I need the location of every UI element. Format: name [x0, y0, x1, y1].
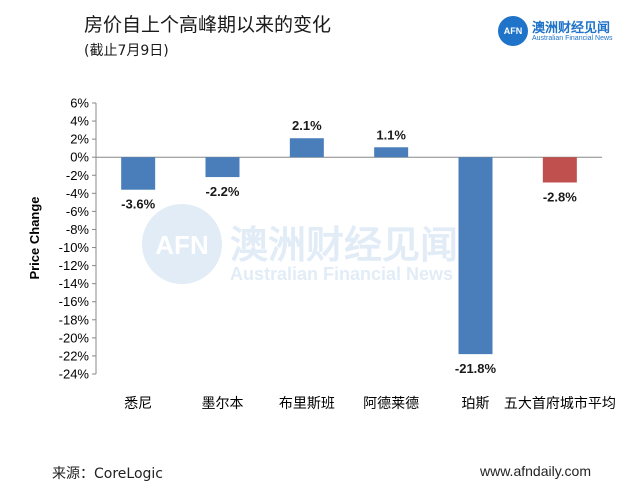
data-label: -2.2%	[206, 184, 240, 199]
x-tick-label: 布里斯班	[279, 396, 335, 412]
watermark-mark: AFN	[155, 230, 208, 260]
y-tick-label: -22%	[59, 348, 90, 363]
x-tick-label: 五大首府城市平均	[504, 395, 616, 412]
data-labels: 悉尼 -3.6% 墨尔本 -2.2% 布里斯班 2.1% 阿德莱德 1.1% 珀斯 -21.8% 五…	[121, 118, 616, 412]
bars	[121, 138, 577, 355]
y-tick-label: 6%	[70, 96, 89, 111]
x-tick-label: 阿德莱德	[363, 396, 419, 412]
x-tick-label: 墨尔本	[202, 396, 244, 412]
source-note: 来源：CoreLogic	[52, 466, 163, 482]
y-tick-label: -16%	[59, 294, 90, 309]
y-tick-label: -6%	[66, 204, 90, 219]
y-tick-label: -8%	[66, 222, 90, 237]
watermark-name-cn: 澳洲财经见闻	[230, 223, 458, 267]
bar	[374, 147, 409, 158]
y-tick-label: -2%	[66, 168, 90, 183]
watermark-circle	[142, 204, 222, 284]
y-tick-label: 0%	[70, 150, 89, 165]
y-tick-label: -18%	[59, 312, 90, 327]
y-tick-label: -4%	[66, 186, 90, 201]
bar	[542, 157, 577, 183]
afn-logo: AFN 澳洲财经见闻 Australian Financial News	[498, 16, 628, 50]
y-tick-label: -12%	[59, 258, 90, 273]
data-label: -2.8%	[543, 189, 577, 204]
y-tick-label: -14%	[59, 276, 90, 291]
data-label: -21.8%	[455, 361, 497, 376]
y-tick-label: -24%	[59, 367, 90, 382]
bar	[289, 138, 324, 158]
y-tick-label: -10%	[59, 240, 90, 255]
y-tick-label: -20%	[59, 330, 90, 345]
data-label: 1.1%	[376, 127, 406, 142]
afn-logo-name-cn: 澳洲财经见闻	[532, 21, 611, 36]
x-tick-label: 悉尼	[124, 396, 152, 412]
chart-subtitle: (截止7月9日)	[84, 43, 169, 59]
y-tick-label: 2%	[70, 132, 89, 147]
afn-logo-name-en: Australian Financial News	[532, 35, 613, 42]
axes: 6% 4% 2% 0% -2% -4% -6% -8% -10% -12% -14% -16% -18%…	[59, 96, 602, 382]
data-label: 2.1%	[292, 118, 322, 133]
data-label: -3.6%	[121, 197, 155, 212]
watermark: AFN 澳洲财经见闻 Australian Financial News	[142, 204, 458, 284]
bar	[121, 157, 156, 190]
afn-logo-mark: AFN	[498, 16, 528, 46]
bar	[205, 157, 240, 178]
y-axis-label: Price Change	[27, 196, 42, 279]
y-tick-label: 4%	[70, 114, 89, 129]
chart-title: 房价自上个高峰期以来的变化	[84, 14, 332, 36]
x-tick-label: 珀斯	[462, 396, 490, 412]
watermark-name-en: Australian Financial News	[230, 264, 453, 284]
bar	[458, 157, 493, 355]
website-link[interactable]: www.afndaily.com	[480, 463, 592, 479]
